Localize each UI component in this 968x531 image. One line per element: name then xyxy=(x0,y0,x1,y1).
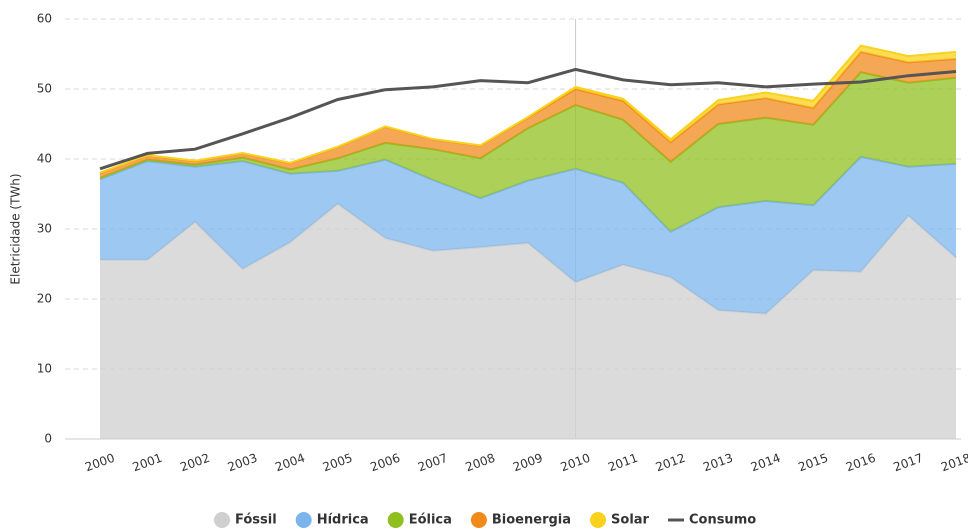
y-tick-label: 10 xyxy=(37,362,52,376)
x-tick-label: 2017 xyxy=(892,451,925,475)
legend-swatch xyxy=(590,512,607,528)
y-tick-label: 40 xyxy=(37,152,52,166)
area xyxy=(100,72,956,232)
x-tick-label: 2008 xyxy=(464,451,497,475)
y-tick-label: 0 xyxy=(44,432,52,446)
x-tick-label: 2005 xyxy=(321,451,354,475)
legend-label: Solar xyxy=(611,513,650,528)
x-tick-label: 2000 xyxy=(83,451,116,475)
area xyxy=(100,203,956,439)
legend-swatch xyxy=(214,512,230,528)
x-tick-label: 2014 xyxy=(749,451,782,475)
x-tick-label: 2009 xyxy=(511,451,544,475)
x-tick-label: 2015 xyxy=(796,451,829,475)
area xyxy=(100,51,956,178)
legend-swatch xyxy=(470,512,487,528)
y-axis-label: Eletricidade (TWh) xyxy=(9,173,23,284)
y-tick-label: 20 xyxy=(37,292,52,306)
y-tick-label: 30 xyxy=(37,222,52,236)
x-tick-label: 2004 xyxy=(273,451,306,475)
x-tick-label: 2012 xyxy=(654,451,687,475)
x-tick-label: 2016 xyxy=(844,451,877,475)
x-tick-label: 2001 xyxy=(131,451,164,475)
x-tick-label: 2007 xyxy=(416,451,449,475)
x-tick-label: 2002 xyxy=(178,451,211,475)
x-tick-label: 2003 xyxy=(226,451,259,475)
legend-label: Eólica xyxy=(409,513,452,528)
legend-label: Fóssil xyxy=(235,513,277,528)
legend-swatch xyxy=(387,512,404,528)
legend-swatch xyxy=(295,512,312,528)
x-tick-label: 2010 xyxy=(559,451,592,475)
x-tick-label: 2018 xyxy=(939,451,968,475)
x-tick-label: 2011 xyxy=(606,451,639,475)
x-tick-label: 2013 xyxy=(701,451,734,475)
legend-label: Hídrica xyxy=(317,513,369,528)
area-edge xyxy=(99,44,957,174)
line xyxy=(99,67,957,171)
legend-label: Bioenergia xyxy=(492,513,571,528)
legend-label: Consumo xyxy=(689,513,756,528)
legend: Fóssil Hídrica Eólica Bioenergia Solar Consum… xyxy=(214,512,756,528)
area xyxy=(100,156,956,314)
y-tick-label: 50 xyxy=(37,82,52,96)
x-tick-label: 2006 xyxy=(368,451,401,475)
y-tick-label: 60 xyxy=(37,12,52,26)
